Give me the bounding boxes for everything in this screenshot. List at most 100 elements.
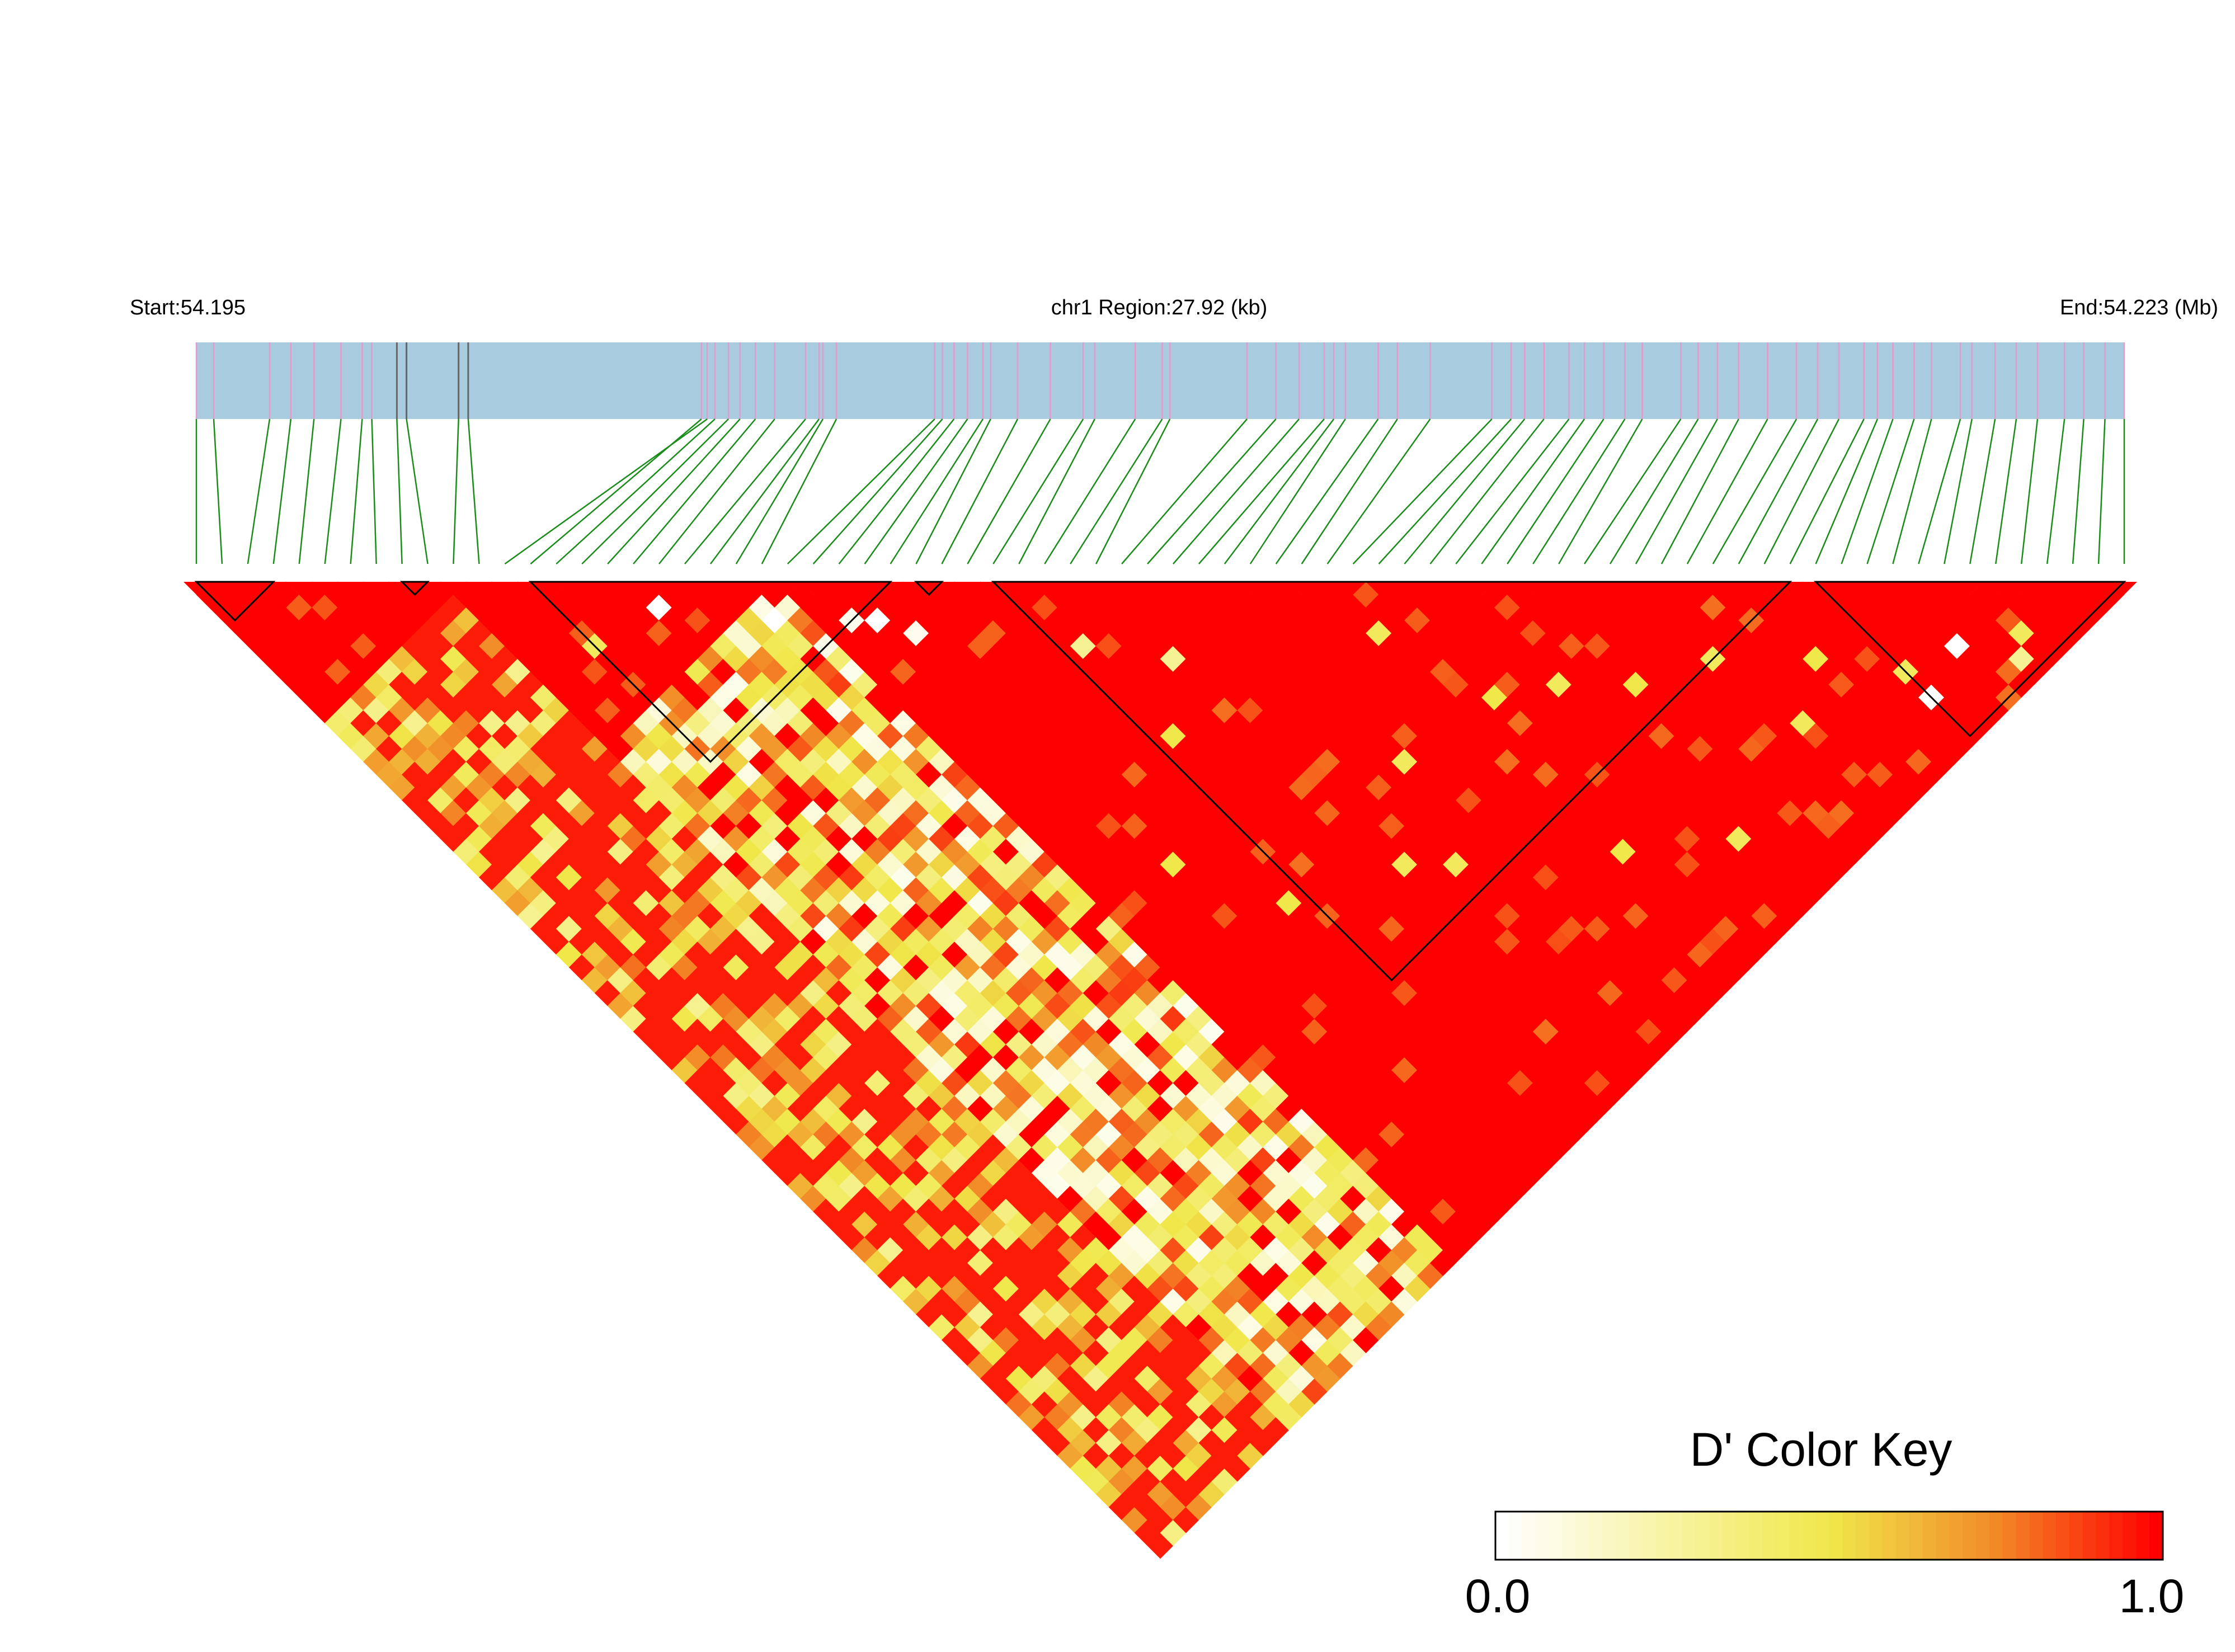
color-key-swatch (1535, 1512, 1550, 1560)
snp-connector (2020, 418, 2039, 564)
snp-connector (467, 418, 480, 564)
color-key-swatch (2069, 1512, 2083, 1560)
snp-connector (1326, 418, 1431, 564)
color-key-swatch (1842, 1512, 1857, 1560)
snp-connector (1404, 418, 1526, 564)
color-key-swatch (1856, 1512, 1870, 1560)
snp-connector (761, 418, 837, 564)
snp-connector (735, 418, 824, 564)
snp-connector (1789, 418, 1865, 564)
snp-connector (1378, 418, 1512, 564)
color-key-swatch (2043, 1512, 2057, 1560)
snp-connector (1429, 418, 1545, 564)
snp-connector (1892, 418, 1932, 564)
color-key-swatch (1909, 1512, 1923, 1560)
snp-connector (298, 418, 315, 564)
snp-connector (1507, 418, 1605, 564)
color-key-swatch (1575, 1512, 1590, 1560)
snp-connector (812, 418, 943, 564)
region-title: chr1 Region:27.92 (kb) (1051, 296, 1268, 319)
color-key-swatch (1522, 1512, 1536, 1560)
snp-connector (607, 418, 741, 564)
color-key-swatch (1615, 1512, 1630, 1560)
snp-connector (941, 418, 1019, 564)
snp-connector (1275, 418, 1379, 564)
snp-connector (1018, 418, 1095, 564)
snp-connector (1944, 418, 1973, 564)
color-key-swatch (1722, 1512, 1737, 1560)
color-key-swatch (1602, 1512, 1616, 1560)
color-key-swatch (2123, 1512, 2137, 1560)
snp-connector (967, 418, 1051, 564)
color-key-swatch (1735, 1512, 1750, 1560)
snp-connector (272, 418, 292, 564)
snp-connector (396, 418, 403, 564)
snp-connector (1121, 418, 1248, 564)
snp-connector (1712, 418, 1798, 564)
snp-connector (1918, 418, 1961, 564)
snp-connector (1866, 418, 1915, 564)
snp-connector (556, 418, 716, 564)
snp-connector (1352, 418, 1493, 564)
snp-tick-marks (195, 342, 2125, 419)
snp-connector (633, 418, 756, 564)
snp-connector-lines (195, 418, 2125, 565)
color-key-title: D' Color Key (1690, 1423, 1952, 1476)
color-key-swatch (1682, 1512, 1696, 1560)
snp-connector (1532, 418, 1626, 564)
snp-connector (709, 418, 820, 564)
color-key-swatch (1936, 1512, 1950, 1560)
snp-connector (1173, 418, 1300, 564)
snp-connector (684, 418, 806, 564)
snp-connector (2072, 418, 2085, 564)
snp-connector (1815, 418, 1879, 564)
snp-connector (658, 418, 775, 564)
snp-connector (838, 418, 955, 564)
snp-connector (1609, 418, 1699, 564)
snp-connector (213, 418, 223, 564)
color-key-swatch (1589, 1512, 1603, 1560)
snp-connector (787, 418, 935, 564)
color-key-swatch (1975, 1512, 1990, 1560)
color-key-swatch (1562, 1512, 1577, 1560)
color-key-swatch (1629, 1512, 1643, 1560)
snp-connector (406, 418, 429, 564)
color-key-swatch (1495, 1512, 1509, 1560)
snp-connector (992, 418, 1084, 564)
snp-connector (1660, 418, 1739, 564)
color-key-swatch (1508, 1512, 1523, 1560)
color-key-max-label: 1.0 (2119, 1570, 2185, 1622)
snp-connector (247, 418, 271, 564)
snp-connector (1995, 418, 2017, 564)
color-key-swatch (2002, 1512, 2017, 1560)
snp-connector (1481, 418, 1585, 564)
color-key-swatch (1776, 1512, 1790, 1560)
snp-connector (1070, 418, 1163, 564)
color-key-swatch (2149, 1512, 2163, 1560)
snp-connector (371, 418, 377, 564)
snp-connector (1147, 418, 1277, 564)
snp-connector (1841, 418, 1894, 564)
color-key-swatch (2016, 1512, 2030, 1560)
snp-connector (890, 418, 984, 564)
snp-connector (1301, 418, 1398, 564)
color-key-swatch (2136, 1512, 2151, 1560)
color-key-swatch (1709, 1512, 1723, 1560)
color-key-swatch (1815, 1512, 1830, 1560)
color-key-swatch (1869, 1512, 1883, 1560)
snp-connector (453, 418, 459, 564)
color-key-min-label: 0.0 (1465, 1570, 1531, 1622)
snp-connector (1763, 418, 1840, 564)
color-key-swatch (2109, 1512, 2124, 1560)
color-key-swatch (1642, 1512, 1657, 1560)
color-key-swatch (1789, 1512, 1803, 1560)
snp-connector (2097, 418, 2106, 564)
color-key-swatch (1695, 1512, 1710, 1560)
snp-connector (530, 418, 702, 564)
snp-connector (1969, 418, 1996, 564)
snp-connector (1686, 418, 1768, 564)
color-key-swatch (2029, 1512, 2044, 1560)
snp-connector (1198, 418, 1325, 564)
color-key-swatch (1762, 1512, 1777, 1560)
